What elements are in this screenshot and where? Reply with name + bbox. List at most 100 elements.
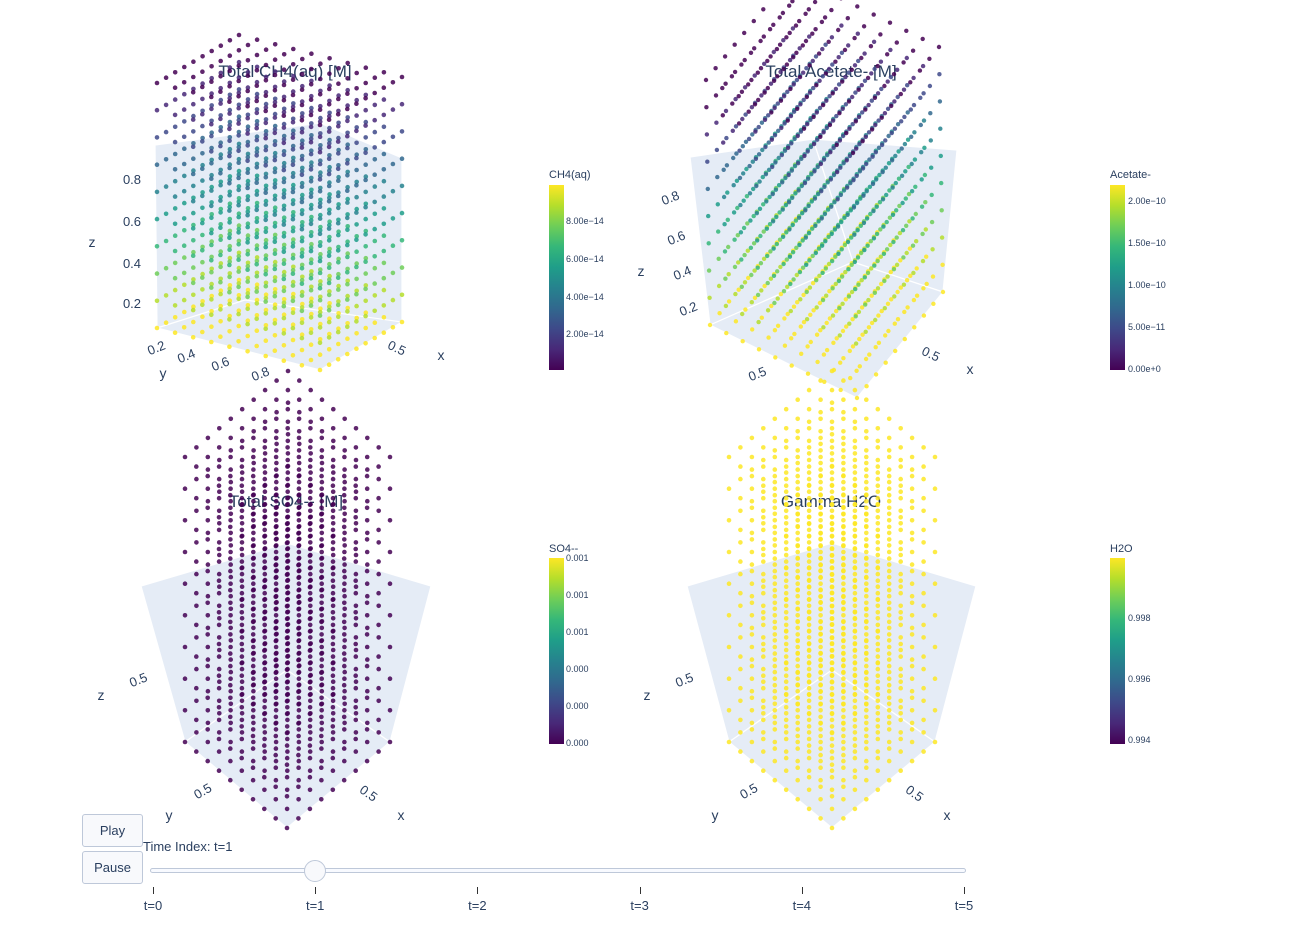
scatter-point <box>181 134 187 140</box>
scatter-point <box>236 156 242 162</box>
pause-button[interactable]: Pause <box>82 851 143 884</box>
scatter-point <box>856 309 862 315</box>
scatter-point <box>376 635 382 640</box>
scatter-point <box>263 117 269 122</box>
scatter-point <box>181 107 187 112</box>
scatter-point <box>761 476 766 482</box>
slider-step-label[interactable]: t=0 <box>143 898 163 913</box>
scatter-point <box>251 435 256 441</box>
scatter-point <box>829 584 835 590</box>
scatter-point <box>864 727 869 732</box>
scatter-point <box>931 301 936 306</box>
scatter-point <box>216 559 222 564</box>
scatter-point <box>808 144 814 150</box>
scatter-point <box>930 274 936 279</box>
slider-step-label[interactable]: t=5 <box>954 898 974 913</box>
scatter-point <box>272 42 278 47</box>
scatter-point <box>829 616 835 622</box>
scatter-point <box>307 692 313 698</box>
scatter-point <box>795 549 800 555</box>
scatter-point <box>262 641 267 647</box>
scatter-point <box>818 758 823 764</box>
time-slider-handle[interactable] <box>304 860 327 882</box>
scene-h2o[interactable]: Gamma H2O 0.5 z 0.5 y 0.5 x H2O 0.998 0.… <box>644 368 1151 831</box>
scatter-point <box>795 632 800 637</box>
scatter-point <box>227 138 232 144</box>
scatter-point <box>775 101 780 106</box>
scatter-point <box>262 406 268 412</box>
scene-so4[interactable]: Total SO4-- [M] 0.5 z 0.5 y 0.5 x SO4-- … <box>98 368 589 831</box>
scatter-point <box>864 714 869 720</box>
scatter-point <box>873 122 878 128</box>
scatter-point <box>841 676 846 681</box>
scatter-point <box>788 86 793 92</box>
scatter-point <box>856 282 861 287</box>
scatter-point <box>738 635 743 640</box>
scatter-point <box>228 695 233 701</box>
scatter-point <box>756 319 761 325</box>
scene-ch4[interactable]: Total CH4(aq) [M] 0.8 0.6 0.4 0.2 z 0.2 … <box>89 32 604 384</box>
scatter-point <box>707 295 712 300</box>
scatter-point <box>336 283 341 289</box>
scatter-point <box>886 328 891 334</box>
scatter-point <box>778 264 783 270</box>
scatter-point <box>768 249 773 254</box>
scatter-point <box>399 101 405 107</box>
slider-step-label[interactable]: t=4 <box>792 898 812 913</box>
scatter-point <box>245 197 250 203</box>
slider-step-label[interactable]: t=1 <box>305 898 325 913</box>
scatter-point <box>841 739 846 745</box>
scatter-point <box>330 647 336 653</box>
scatter-point <box>818 549 823 555</box>
scatter-point <box>872 290 877 295</box>
scatter-point <box>308 445 313 450</box>
scatter-point <box>807 63 812 68</box>
scatter-point <box>853 286 858 292</box>
play-button[interactable]: Play <box>82 814 143 847</box>
scatter-point <box>272 232 278 238</box>
scatter-point <box>399 74 405 80</box>
scatter-point <box>821 157 827 162</box>
scatter-point <box>296 816 301 821</box>
scatter-point <box>815 137 820 142</box>
scatter-point <box>390 270 396 276</box>
scatter-point <box>262 749 268 754</box>
scatter-point <box>296 613 302 618</box>
scatter-point <box>254 246 260 252</box>
scatter-point <box>262 584 267 590</box>
scatter-point <box>245 97 251 102</box>
scatter-point <box>262 521 267 527</box>
scatter-point <box>761 578 766 583</box>
scatter-point <box>761 483 766 489</box>
scatter-point <box>839 274 845 279</box>
scatter-point <box>795 562 800 567</box>
scatter-point <box>218 152 224 157</box>
x-axis-label: x <box>944 807 951 823</box>
scatter-point <box>317 173 323 179</box>
scatter-point <box>783 571 789 577</box>
scatter-point <box>783 546 789 552</box>
scatter-point <box>218 198 223 203</box>
scene-acetate[interactable]: Total Acetate- [M] 0.8 0.6 0.4 0.2 z 0.5… <box>638 0 1166 401</box>
scatter-point <box>251 613 256 618</box>
scatter-point <box>299 145 305 150</box>
scatter-point <box>191 86 196 92</box>
scatter-point <box>239 476 245 482</box>
scatter-point <box>308 151 314 157</box>
scatter-point <box>795 651 800 656</box>
slider-step-label[interactable]: t=2 <box>468 898 487 913</box>
scatter-point <box>749 644 755 650</box>
scatter-point <box>353 495 359 501</box>
scatter-point <box>772 682 778 688</box>
scatter-point <box>239 736 245 742</box>
scatter-point <box>307 464 313 469</box>
scatter-point <box>783 641 789 647</box>
scatter-point <box>909 486 915 492</box>
scatter-point <box>281 109 287 115</box>
time-slider-rail[interactable] <box>150 868 966 873</box>
scatter-point <box>829 762 835 767</box>
scatter-point <box>331 470 336 475</box>
colorbar-tick: 0.001 <box>566 627 589 637</box>
scatter-point <box>783 616 789 621</box>
slider-step-label[interactable]: t=3 <box>630 898 649 913</box>
